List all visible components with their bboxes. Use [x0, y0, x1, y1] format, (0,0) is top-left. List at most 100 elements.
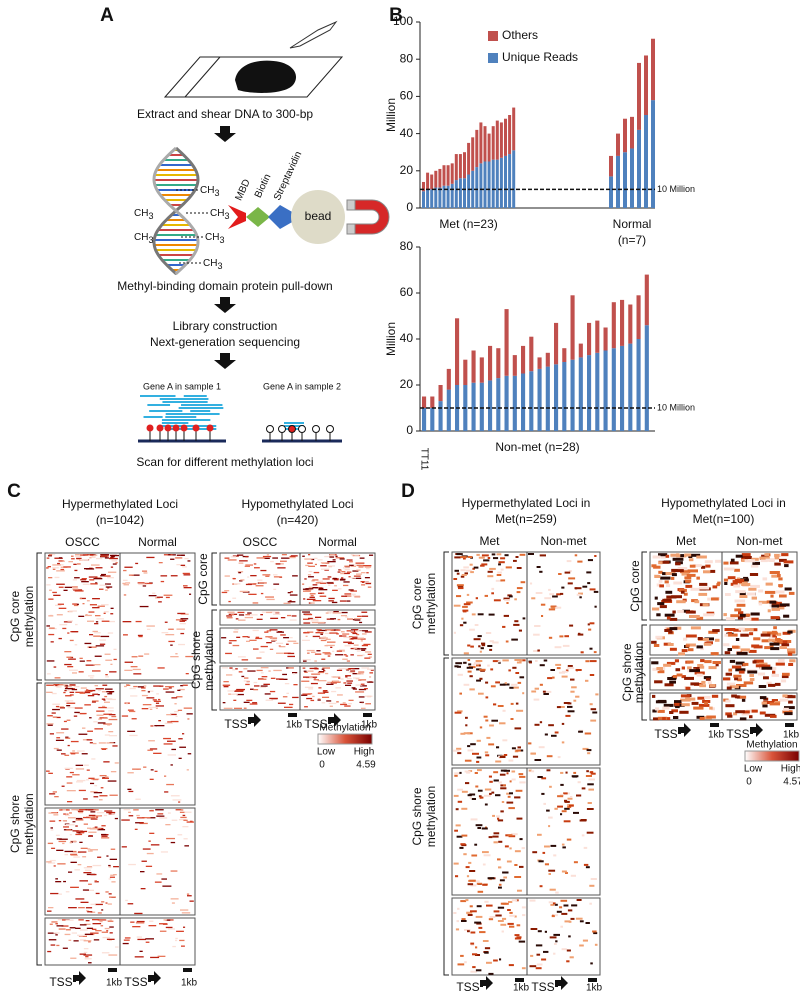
heatmap-cell	[68, 939, 72, 941]
heatmap-cell	[352, 673, 361, 675]
heatmap-cell	[566, 560, 572, 563]
heatmap-cell	[774, 553, 781, 557]
heatmap-cell	[305, 564, 310, 567]
heatmap-cell	[585, 775, 592, 777]
heatmap-cell	[74, 590, 84, 592]
heatmap-cell	[724, 633, 729, 637]
heatmap-title: Met(n=259)	[495, 512, 557, 526]
heatmap-cell	[305, 588, 314, 590]
heatmap-cell	[696, 555, 707, 559]
bar	[426, 172, 430, 190]
heatmap-cell	[518, 773, 524, 776]
heatmap-cell	[76, 781, 84, 783]
heatmap-cell	[318, 589, 328, 591]
kb-label: 1kb	[586, 983, 603, 992]
heatmap-cell	[110, 556, 114, 558]
heatmap-cell	[70, 753, 76, 755]
tss-arrow	[328, 713, 341, 727]
heatmap-cell	[78, 733, 88, 735]
heatmap-cell	[236, 636, 241, 638]
heatmap-cell	[99, 643, 106, 645]
heatmap-cell	[256, 557, 266, 559]
heatmap-cell	[350, 590, 357, 592]
heatmap-cell	[499, 879, 505, 882]
heatmap-cell	[180, 909, 189, 911]
heatmap-cell	[735, 638, 740, 641]
heatmap-cell	[75, 555, 82, 557]
heatmap-cell	[751, 596, 757, 600]
heatmap-cell	[101, 901, 105, 903]
heatmap-cell	[491, 592, 494, 595]
heatmap-cell	[106, 919, 112, 922]
heatmap-cell	[56, 732, 65, 734]
heatmap-cell	[475, 915, 483, 918]
heatmap-cell	[658, 561, 663, 565]
heatmap-cell	[171, 902, 175, 904]
heatmap-cell	[337, 694, 343, 696]
heatmap-cell	[339, 635, 342, 637]
heatmap-cell	[83, 954, 93, 956]
heatmap-cell	[490, 685, 496, 688]
heatmap-cell	[489, 792, 492, 795]
heatmap-cell	[558, 671, 565, 674]
heatmap-cell	[345, 655, 349, 657]
heatmap-cell	[486, 736, 491, 739]
heatmap-cell	[361, 611, 368, 613]
heatmap-cell	[491, 719, 498, 722]
heatmap-cell	[340, 678, 344, 680]
heatmap-cell	[687, 569, 698, 573]
heatmap-cell	[466, 912, 470, 915]
legend-label: High	[354, 747, 375, 758]
heatmap-cell	[456, 747, 462, 750]
heatmap-cell	[135, 798, 141, 800]
heatmap-cell	[73, 604, 79, 607]
heatmap-cell	[321, 702, 326, 704]
bar	[611, 348, 616, 431]
heatmap-cell	[53, 666, 57, 668]
heatmap-cell	[146, 817, 156, 819]
heatmap-cell	[741, 698, 746, 702]
heatmap-cell	[704, 701, 708, 705]
heatmap-cell	[461, 918, 466, 921]
heatmap-cell	[65, 814, 70, 817]
heatmap-cell	[110, 771, 117, 773]
heatmap-cell	[57, 863, 66, 865]
heatmap-cell	[466, 875, 470, 878]
heatmap-cell	[312, 600, 322, 602]
heatmap-cell	[360, 581, 365, 583]
heatmap-cell	[158, 601, 162, 603]
legend-label: Low	[744, 764, 763, 775]
heatmap-cell	[537, 833, 542, 836]
heatmap-cell	[352, 570, 359, 572]
heatmap-cell	[662, 572, 667, 576]
heatmap-cell	[94, 881, 99, 883]
heatmap-cell	[503, 597, 510, 600]
heatmap-cell	[105, 589, 108, 591]
group-label: Normal	[613, 217, 652, 231]
heatmap-cell	[304, 706, 308, 708]
heatmap-cell	[108, 893, 112, 895]
heatmap-cell	[535, 592, 543, 594]
heatmap-cell	[757, 672, 766, 676]
heatmap-cell	[58, 607, 67, 609]
heatmap-cell	[184, 845, 189, 847]
heatmap-cell	[503, 876, 507, 879]
heatmap-cell	[152, 699, 157, 701]
heatmap-cell	[343, 641, 352, 643]
heatmap-cell	[739, 717, 747, 721]
heatmap-cell	[679, 710, 689, 714]
heatmap-cell	[312, 695, 315, 698]
heatmap-cell	[66, 829, 72, 831]
heatmap-cell	[105, 891, 109, 893]
bar	[570, 295, 575, 360]
heatmap-cell	[470, 931, 476, 934]
heatmap-cell	[67, 744, 70, 747]
heatmap-cell	[82, 856, 87, 858]
heatmap-cell	[106, 930, 109, 932]
bar	[434, 187, 438, 208]
heatmap-cell	[182, 826, 189, 828]
heatmap-cell	[170, 575, 178, 577]
heatmap-cell	[352, 619, 355, 621]
heatmap-cell	[67, 666, 74, 668]
heatmap-cell	[783, 560, 794, 564]
